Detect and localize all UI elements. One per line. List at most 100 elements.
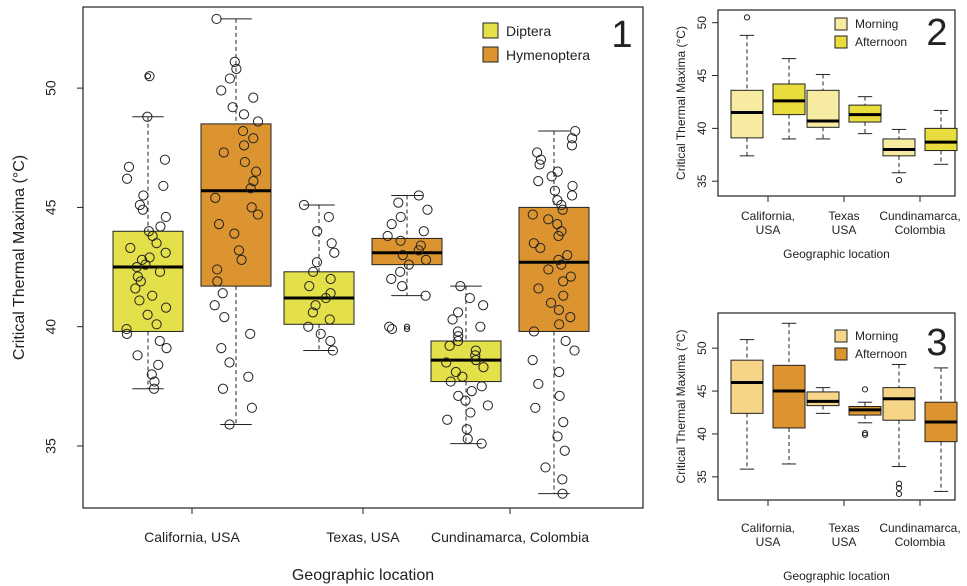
data-point	[312, 226, 323, 237]
data-point	[546, 171, 557, 182]
data-point	[476, 381, 487, 392]
legend-label: Morning	[855, 329, 898, 343]
data-point	[569, 345, 580, 356]
x-tick-label-line: Texas	[828, 209, 859, 223]
data-point	[209, 300, 220, 311]
data-point	[422, 204, 433, 215]
box-morning-3	[882, 128, 916, 184]
data-point	[556, 259, 567, 270]
legend-label: Hymenoptera	[506, 47, 590, 63]
chart-panel-1: 35 40 45 50 California, USA Texas, USA Cundina…	[11, 6, 644, 584]
data-point	[211, 13, 222, 25]
data-point	[148, 383, 160, 394]
outlier-point	[895, 480, 903, 487]
y-axis-title: Critical Thermal Maxima (°C)	[11, 155, 28, 360]
data-point	[482, 400, 493, 411]
box-morning-1	[730, 14, 764, 157]
data-point	[413, 245, 424, 256]
data-point	[527, 354, 538, 366]
data-point	[562, 250, 573, 261]
y-tick-label: 35	[695, 470, 709, 484]
x-tick-label-line: Texas	[828, 521, 859, 535]
data-point	[453, 331, 464, 342]
data-point	[567, 133, 578, 144]
data-point	[138, 190, 149, 201]
x-tick-label: Texas USA	[828, 521, 859, 549]
data-point	[397, 250, 408, 261]
data-point	[545, 297, 557, 308]
data-point	[558, 290, 569, 301]
data-point	[384, 321, 395, 332]
data-point	[216, 85, 227, 96]
data-point	[418, 226, 429, 237]
x-tick-label-line: Cundinamarca,	[879, 521, 960, 535]
box-iqr	[882, 387, 916, 421]
box-diptera-3	[430, 285, 502, 445]
data-point	[125, 242, 136, 254]
data-point	[457, 371, 468, 382]
data-point	[121, 323, 132, 335]
outlier-point	[861, 429, 869, 437]
x-tick-label: Cundinamarca, Colombia	[879, 521, 960, 549]
data-point	[245, 328, 256, 339]
data-point	[159, 154, 171, 165]
data-point	[327, 345, 338, 356]
box-afternoon-1	[772, 322, 806, 465]
y-axis-title: Critical Thermal Maxima (°C)	[674, 26, 688, 180]
data-point	[154, 335, 165, 347]
data-point	[453, 307, 464, 318]
data-point	[217, 288, 228, 299]
data-point	[298, 199, 310, 211]
data-point	[386, 219, 397, 230]
data-point	[239, 156, 250, 168]
x-tick-label-line: California,	[741, 209, 795, 223]
y-tick-label: 50	[43, 80, 59, 96]
x-tick-label-line: California,	[741, 521, 795, 535]
data-point	[444, 340, 455, 351]
data-point	[567, 180, 578, 192]
data-point	[252, 116, 264, 127]
x-tick-label-line: USA	[832, 535, 857, 549]
data-point	[543, 214, 554, 225]
data-point	[533, 378, 544, 390]
data-point	[151, 319, 162, 330]
data-point	[478, 300, 489, 311]
legend-swatch	[834, 347, 848, 361]
data-point	[554, 319, 565, 330]
box-iqr	[518, 206, 590, 332]
data-point	[142, 111, 153, 122]
data-point	[455, 281, 466, 292]
data-point	[236, 254, 247, 265]
data-point	[310, 300, 321, 311]
data-point	[123, 161, 135, 172]
data-point	[229, 228, 240, 239]
data-point	[470, 350, 481, 361]
data-point	[461, 424, 472, 435]
data-point	[557, 204, 568, 215]
box-hymenoptera-2	[371, 194, 443, 333]
data-point	[146, 369, 157, 380]
data-point	[442, 414, 453, 425]
y-tick-label: 40	[695, 121, 709, 135]
data-point	[233, 245, 245, 256]
y-tick-label: 40	[695, 427, 709, 441]
data-point	[549, 185, 561, 196]
data-point	[540, 462, 551, 473]
box-morning-3	[882, 363, 916, 498]
data-point	[530, 402, 541, 413]
data-point	[324, 314, 335, 325]
data-point	[121, 328, 132, 339]
data-point	[212, 264, 223, 275]
box-afternoon-3	[924, 367, 958, 492]
outlier-point	[403, 323, 411, 330]
x-tick-label: Cundinamarca, Colombia	[879, 209, 960, 237]
outlier-point	[895, 484, 903, 492]
data-point	[553, 304, 564, 316]
data-point	[135, 276, 146, 287]
data-point	[210, 192, 221, 203]
data-point	[395, 235, 406, 246]
data-point	[134, 295, 145, 306]
box-iqr	[730, 89, 764, 139]
box-morning-2	[806, 73, 840, 140]
data-point	[420, 254, 432, 265]
